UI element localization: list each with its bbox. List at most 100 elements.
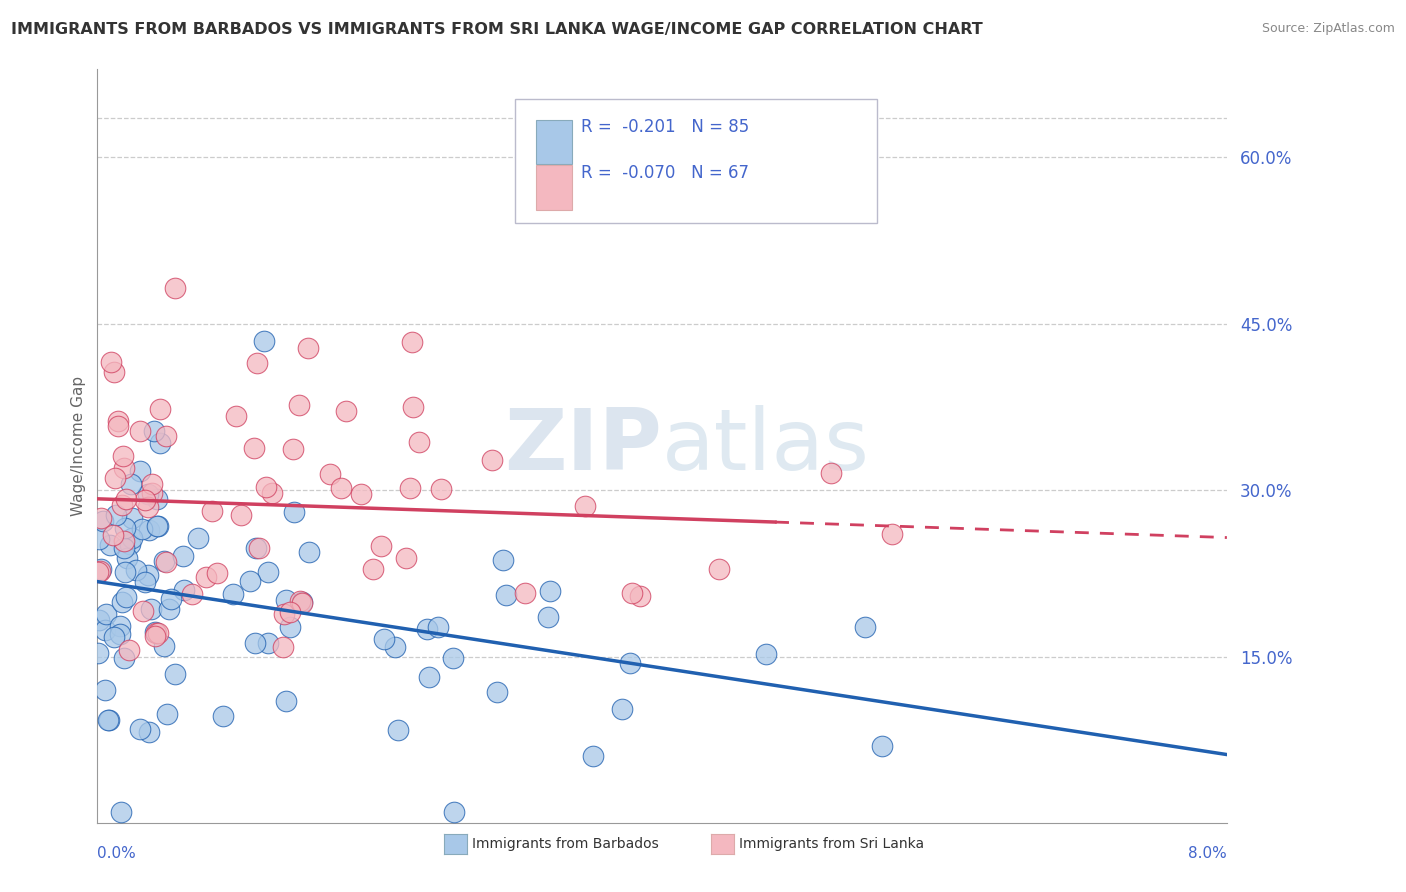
Point xyxy=(146,626,169,640)
Point xyxy=(495,588,517,602)
Point xyxy=(291,596,314,610)
Text: Source: ZipAtlas.com: Source: ZipAtlas.com xyxy=(1261,22,1395,36)
Point xyxy=(94,607,117,621)
Point xyxy=(155,428,177,442)
Point xyxy=(628,589,651,603)
Point xyxy=(138,523,160,537)
Point xyxy=(153,554,176,568)
Point xyxy=(163,666,186,681)
Point xyxy=(128,722,150,736)
Point xyxy=(395,551,418,566)
Point xyxy=(298,544,321,558)
Point xyxy=(112,534,135,549)
Point xyxy=(318,467,340,482)
Point xyxy=(278,605,301,619)
Point xyxy=(363,562,385,576)
Point xyxy=(163,281,186,295)
Point xyxy=(136,568,159,582)
Point xyxy=(91,514,114,528)
Point xyxy=(129,425,152,439)
Point xyxy=(131,522,153,536)
Point xyxy=(143,630,166,644)
Point xyxy=(195,570,218,584)
Point xyxy=(87,532,110,546)
Point xyxy=(100,355,122,369)
Point xyxy=(157,602,180,616)
Point xyxy=(115,492,138,507)
Point xyxy=(254,480,277,494)
Point xyxy=(103,365,125,379)
Point xyxy=(256,565,278,579)
Point xyxy=(97,714,120,728)
Point xyxy=(290,594,312,608)
Text: R =  -0.070   N = 67: R = -0.070 N = 67 xyxy=(581,164,749,182)
Point xyxy=(426,620,449,634)
Point xyxy=(418,670,440,684)
Point xyxy=(205,566,228,580)
Point xyxy=(538,583,561,598)
Point xyxy=(402,400,425,414)
Point xyxy=(429,482,451,496)
Point xyxy=(373,632,395,646)
Text: ZIP: ZIP xyxy=(505,404,662,488)
Point xyxy=(98,538,121,552)
Point xyxy=(112,541,135,555)
Point xyxy=(582,748,605,763)
Point xyxy=(820,467,842,481)
Point xyxy=(145,625,167,640)
Point xyxy=(134,493,156,508)
Point xyxy=(274,592,297,607)
Y-axis label: Wage/Income Gap: Wage/Income Gap xyxy=(72,376,86,516)
Point xyxy=(262,486,284,500)
Point xyxy=(107,419,129,434)
Point xyxy=(134,574,156,589)
Point xyxy=(370,539,392,553)
Point xyxy=(115,550,138,565)
Point xyxy=(610,702,633,716)
Point xyxy=(297,341,319,355)
Point xyxy=(257,636,280,650)
Point xyxy=(87,565,110,579)
Point xyxy=(104,470,127,484)
Point xyxy=(350,487,373,501)
Point xyxy=(281,442,304,457)
Point xyxy=(401,334,423,349)
Point xyxy=(274,694,297,708)
Point xyxy=(231,508,253,523)
Point xyxy=(253,334,276,349)
Point xyxy=(125,563,148,577)
Point xyxy=(108,626,131,640)
Point xyxy=(416,622,439,636)
Point xyxy=(201,504,224,518)
Point xyxy=(131,604,153,618)
Point xyxy=(283,504,305,518)
Text: atlas: atlas xyxy=(662,404,870,488)
Point xyxy=(136,500,159,515)
Point xyxy=(882,527,904,541)
Point xyxy=(94,623,117,637)
Point xyxy=(111,449,134,463)
Point xyxy=(112,651,135,665)
Point xyxy=(114,565,136,579)
Point xyxy=(149,402,172,417)
Point xyxy=(128,464,150,478)
Point xyxy=(146,492,169,507)
Point xyxy=(225,409,247,424)
Point xyxy=(707,562,730,576)
Point xyxy=(280,620,302,634)
Text: 0.0%: 0.0% xyxy=(97,846,136,861)
Point xyxy=(103,631,125,645)
Point xyxy=(481,452,503,467)
Point xyxy=(243,442,266,456)
Point xyxy=(120,477,142,491)
Point xyxy=(153,639,176,653)
Text: Immigrants from Sri Lanka: Immigrants from Sri Lanka xyxy=(740,837,925,851)
Point xyxy=(273,607,295,621)
Point xyxy=(441,651,464,665)
Point xyxy=(146,519,169,533)
Point xyxy=(110,805,132,820)
Point xyxy=(138,725,160,739)
Point xyxy=(111,595,134,609)
Point xyxy=(443,805,465,820)
Point xyxy=(90,562,112,576)
